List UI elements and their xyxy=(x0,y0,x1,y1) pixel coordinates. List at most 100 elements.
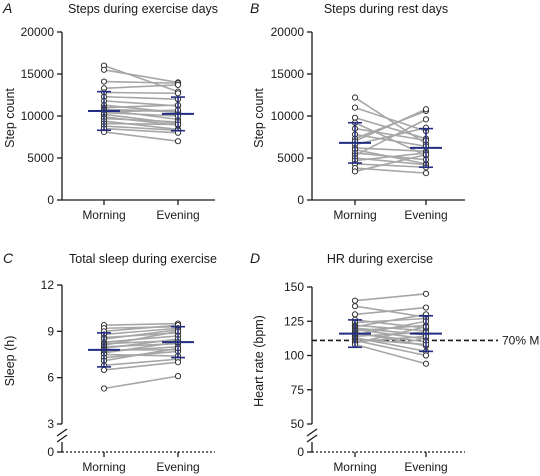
x-tick-label: Evening xyxy=(156,460,199,474)
panel-letter-d: D xyxy=(250,250,260,266)
pair-line xyxy=(103,327,179,336)
pair-line xyxy=(354,108,427,142)
y-tick-label: 0 xyxy=(297,445,304,459)
pair-line xyxy=(103,84,179,90)
pair-line xyxy=(103,322,179,326)
pair-line xyxy=(354,306,427,316)
pair-line xyxy=(103,117,179,123)
y-tick-label: 15000 xyxy=(21,67,55,81)
pair-line xyxy=(103,375,179,390)
panel-d-marks: 50 75 100 125 150 0 Morning Evening 70% Max HR xyxy=(284,280,540,474)
axis-break-mark xyxy=(56,428,68,437)
x-tick-label: Morning xyxy=(82,208,125,222)
pair-line xyxy=(103,127,179,134)
data-point xyxy=(422,304,430,311)
x-tick-label: Morning xyxy=(333,460,376,474)
x-tick-label: Morning xyxy=(333,208,376,222)
data-point xyxy=(422,352,430,359)
panel-a: A Steps during exercise days Step count … xyxy=(2,0,218,222)
pair-line xyxy=(103,120,179,131)
y-tick-label: 10000 xyxy=(21,109,55,123)
data-point xyxy=(174,373,182,380)
reference-line-label: 70% Max HR xyxy=(502,333,540,347)
pair-line xyxy=(103,358,179,367)
pair-line xyxy=(354,293,427,302)
y-tick-label: 75 xyxy=(291,383,305,397)
data-point xyxy=(351,297,359,304)
pair-line xyxy=(103,95,179,100)
data-point xyxy=(351,94,359,101)
pair-line xyxy=(354,343,427,365)
x-tick-label: Evening xyxy=(156,208,199,222)
pair-line xyxy=(354,152,427,162)
data-point xyxy=(100,78,108,85)
panel-b: B Steps during rest days Step count 0 500… xyxy=(250,0,465,222)
y-tick-label: 5000 xyxy=(277,151,304,165)
pair-line xyxy=(103,122,179,126)
pair-line xyxy=(103,341,179,354)
y-axis-label-d: Heart rate (bpm) xyxy=(252,315,266,407)
pair-line xyxy=(354,339,427,357)
y-tick-label: 15000 xyxy=(271,67,305,81)
data-point xyxy=(422,116,430,123)
data-point xyxy=(100,66,108,73)
data-point xyxy=(351,303,359,310)
data-point xyxy=(174,90,182,97)
y-tick-label: 0 xyxy=(47,445,54,459)
pair-line xyxy=(103,111,179,117)
y-axis-label-c: Sleep (h) xyxy=(3,336,17,387)
x-tick-label: Morning xyxy=(82,460,125,474)
panel-c-marks: 3 6 9 12 0 Morning Evening xyxy=(41,278,215,474)
pair-line xyxy=(103,338,179,350)
pair-line xyxy=(103,125,179,132)
panel-b-marks: 0 5000 10000 15000 20000 Morning Evening xyxy=(271,25,465,222)
panel-letter-a: A xyxy=(2,0,12,16)
panel-a-marks: 0 5000 10000 15000 20000 Morning Evening xyxy=(21,25,215,222)
data-point xyxy=(422,290,430,297)
pair-line xyxy=(354,116,427,140)
pair-line xyxy=(354,106,427,132)
x-tick-label: Evening xyxy=(404,208,447,222)
y-tick-label: 12 xyxy=(41,278,55,292)
pair-line xyxy=(103,131,179,142)
pair-line xyxy=(354,325,427,344)
data-point xyxy=(351,311,359,318)
panel-title-d: HR during exercise xyxy=(327,252,433,266)
data-point xyxy=(351,104,359,111)
pair-line xyxy=(103,91,179,95)
pair-line xyxy=(354,153,427,173)
panel-letter-c: C xyxy=(3,250,14,266)
y-tick-label: 125 xyxy=(284,314,304,328)
data-point xyxy=(100,366,108,374)
data-point xyxy=(174,359,182,366)
axis-break-mark xyxy=(56,434,68,443)
y-tick-label: 50 xyxy=(291,417,305,431)
y-tick-label: 9 xyxy=(47,324,54,338)
pair-line xyxy=(354,313,427,328)
pair-line xyxy=(103,361,179,371)
y-tick-label: 100 xyxy=(284,349,304,363)
y-tick-label: 3 xyxy=(47,417,54,431)
axis-break-mark xyxy=(306,428,318,437)
y-axis-label-a: Step count xyxy=(3,88,17,148)
panel-d: D HR during exercise Heart rate (bpm) 50… xyxy=(250,250,540,474)
data-point xyxy=(174,138,182,145)
pair-line xyxy=(354,127,427,142)
x-tick-label: Evening xyxy=(404,460,447,474)
y-tick-label: 20000 xyxy=(271,25,305,39)
panel-title-b: Steps during rest days xyxy=(324,2,448,16)
panel-title-c: Total sleep during exercise xyxy=(69,252,217,266)
data-point xyxy=(100,385,108,392)
y-tick-label: 5000 xyxy=(27,151,54,165)
y-tick-label: 0 xyxy=(297,193,304,207)
panel-c: C Total sleep during exercise Sleep (h) … xyxy=(3,250,217,474)
y-tick-label: 10000 xyxy=(271,109,305,123)
pair-line xyxy=(103,324,179,333)
data-point xyxy=(422,170,430,177)
pair-line xyxy=(354,118,427,157)
pair-line xyxy=(103,80,179,85)
pair-line xyxy=(354,126,427,146)
data-point xyxy=(351,114,359,121)
data-point xyxy=(422,360,430,367)
